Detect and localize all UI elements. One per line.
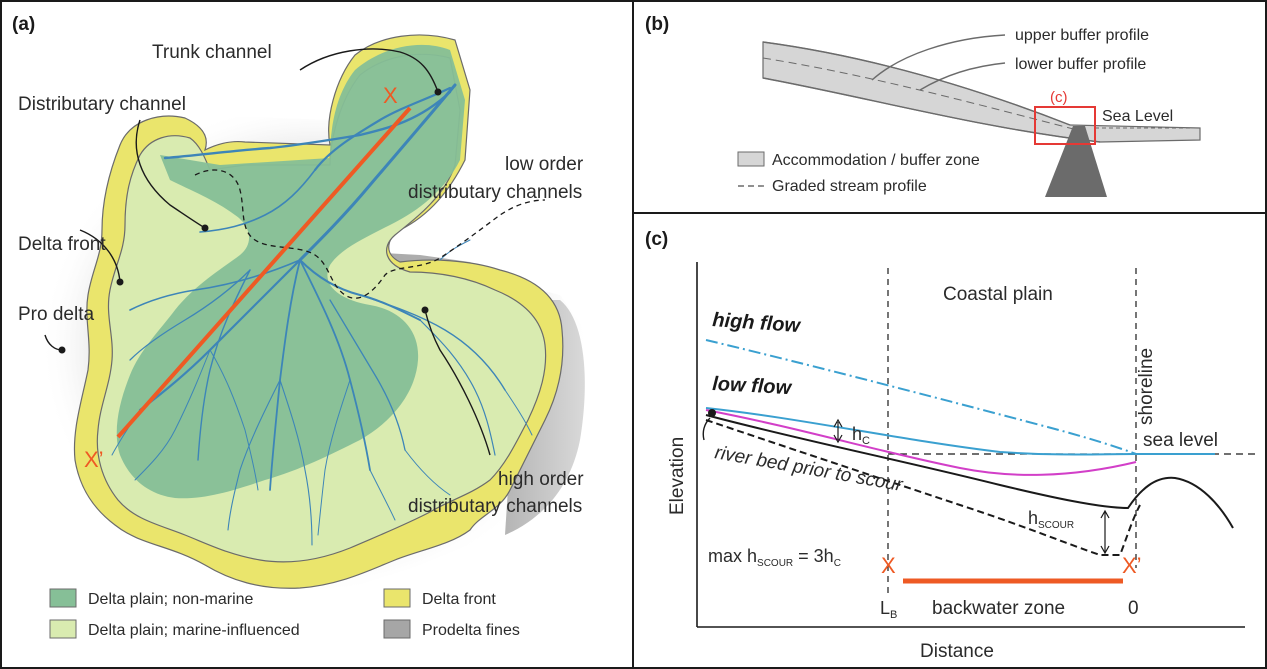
graded-profile-line: [762, 57, 1086, 133]
hscour-label: hSCOUR: [1028, 508, 1074, 531]
channel-network: [111, 83, 533, 546]
lb-label: LB: [880, 598, 897, 621]
hc-label: hC: [852, 424, 870, 447]
legend-label-non-marine: Delta plain; non-marine: [88, 591, 254, 608]
legend-swatch-delta-front: [383, 588, 411, 608]
delta-front-label: Delta front: [18, 234, 106, 255]
max-scour-label: max hSCOUR = 3hC: [708, 546, 841, 569]
lower-buffer-line: [762, 77, 1101, 143]
low-order-boundary: [194, 169, 546, 299]
trunk-channel-label: Trunk channel: [152, 42, 272, 63]
legend-swatch-prodelta: [383, 619, 411, 639]
cross-section-end-label: X’: [84, 447, 104, 472]
panel-b: (b) (c) upper buffer profile lower buffe…: [645, 14, 1201, 197]
panel-c: (c) Coasta: [645, 229, 1255, 662]
coastal-plain-label: Coastal plain: [943, 284, 1053, 305]
cross-section-end-label-c: X’: [1122, 553, 1142, 578]
hc-arrow: [833, 418, 843, 444]
low-flow-label: low flow: [712, 373, 793, 399]
upper-buffer-leader: [871, 34, 1006, 81]
high-flow-line: [705, 339, 1137, 455]
x-axis-label: Distance: [920, 641, 994, 662]
high-order-label-line2: distributary channels: [408, 496, 582, 517]
leader-lines: [44, 48, 491, 456]
river-bed-leader: [702, 417, 711, 441]
low-flow-line: [705, 407, 1215, 456]
panel-a-tag: (a): [12, 14, 35, 35]
leader-dots: [58, 88, 442, 354]
inset-box: [1034, 106, 1096, 145]
scour-depth-line: [705, 419, 1141, 556]
zero-label: 0: [1128, 598, 1139, 619]
backwater-label: backwater zone: [932, 598, 1065, 619]
legend-swatch-buffer: [737, 151, 765, 167]
low-order-label-line2: distributary channels: [408, 182, 582, 203]
scoured-bed-line: [705, 409, 1137, 476]
panel-a-legend: Delta plain; non-marine Delta plain; mar…: [49, 588, 520, 639]
lower-buffer-label: lower buffer profile: [1015, 56, 1146, 73]
legend-swatch-marine-influenced: [49, 619, 77, 639]
lower-buffer-leader: [919, 62, 1006, 91]
legend-label-prodelta: Prodelta fines: [422, 622, 520, 639]
upper-buffer-label: upper buffer profile: [1015, 27, 1149, 44]
river-bed-line: [705, 414, 1234, 529]
sea-level-label-c: sea level: [1143, 430, 1218, 451]
pro-delta-label: Pro delta: [18, 304, 94, 325]
legend-label-marine-influenced: Delta plain; marine-influenced: [88, 622, 300, 639]
legend-label-graded: Graded stream profile: [772, 178, 927, 195]
distributary-channel-label: Distributary channel: [18, 94, 186, 115]
panel-c-tag: (c): [645, 229, 668, 250]
non-marine-plain-area: [116, 44, 466, 499]
legend-label-buffer: Accommodation / buffer zone: [772, 152, 980, 169]
legend-label-delta-front: Delta front: [422, 591, 496, 608]
panel-a: (a): [12, 14, 590, 639]
high-order-label-line1: high order: [498, 469, 584, 490]
panel-c-frame: [632, 212, 1267, 669]
inset-tag: (c): [1050, 89, 1068, 106]
hscour-arrow: [1100, 509, 1110, 555]
legend-swatch-non-marine: [49, 588, 77, 608]
shoreline-label: shoreline: [1136, 348, 1157, 425]
upper-buffer-line: [762, 41, 1071, 126]
low-order-label-line1: low order: [505, 154, 584, 175]
profile-start-dot: [708, 409, 716, 417]
shelf-wedge: [1045, 126, 1107, 197]
cross-section-start-label-c: X: [881, 553, 896, 578]
y-axis-label: Elevation: [667, 437, 688, 515]
river-bed-label: river bed prior to scour: [713, 442, 904, 496]
cross-section-start-label: X: [383, 83, 398, 108]
high-flow-label: high flow: [712, 309, 803, 337]
cross-section-line: [116, 106, 412, 439]
sea-level-label-b: Sea Level: [1102, 108, 1173, 125]
panel-b-tag: (b): [645, 14, 669, 35]
